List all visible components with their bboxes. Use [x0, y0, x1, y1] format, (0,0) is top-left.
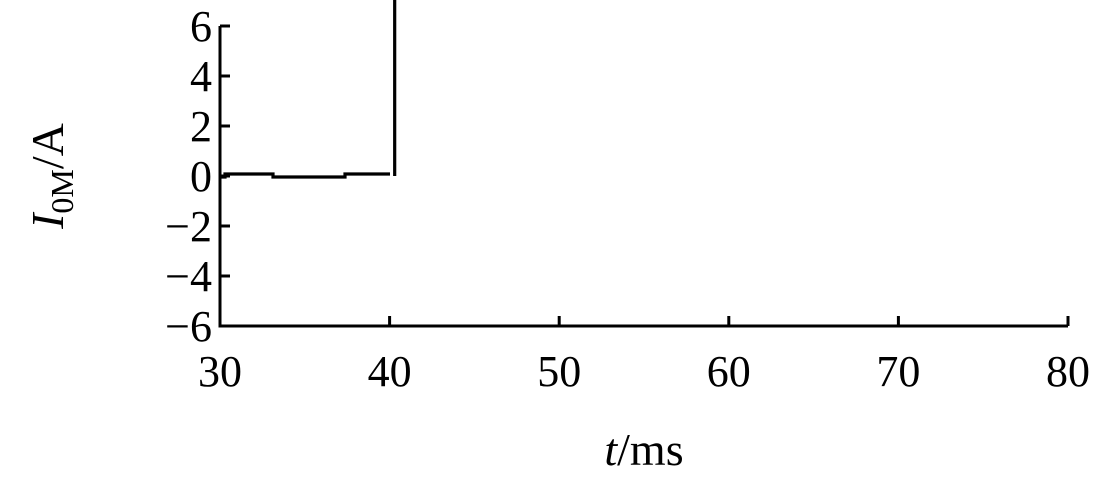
x-tick-label: 70 [876, 347, 920, 396]
y-axis-unit: /A [22, 123, 73, 169]
x-tick-label: 80 [1046, 347, 1090, 396]
y-axis-var: I [22, 211, 73, 230]
series-line [219, 172, 390, 179]
plot-area [219, 0, 397, 179]
y-tick-label: 2 [190, 102, 212, 151]
x-axis: 30 40 50 60 70 80 [198, 316, 1090, 396]
x-tick-label: 30 [198, 347, 242, 396]
x-axis-unit: /ms [617, 424, 683, 475]
x-axis-title: t/ms [604, 424, 683, 475]
x-tick-label: 50 [537, 347, 581, 396]
y-tick-label: −6 [165, 302, 212, 351]
y-axis-subscript: 0M [44, 169, 80, 213]
axes-frame [218, 26, 1068, 328]
y-tick-label: −4 [165, 252, 212, 301]
y-axis-title: I0M/A [22, 123, 80, 230]
x-tick-label: 40 [368, 347, 412, 396]
y-tick-label: 0 [190, 152, 212, 201]
y-tick-label: 6 [190, 2, 212, 51]
x-axis-var: t [604, 424, 618, 475]
y-tick-label: 4 [190, 52, 212, 101]
y-tick-label: −2 [165, 202, 212, 251]
x-tick-label: 60 [707, 347, 751, 396]
